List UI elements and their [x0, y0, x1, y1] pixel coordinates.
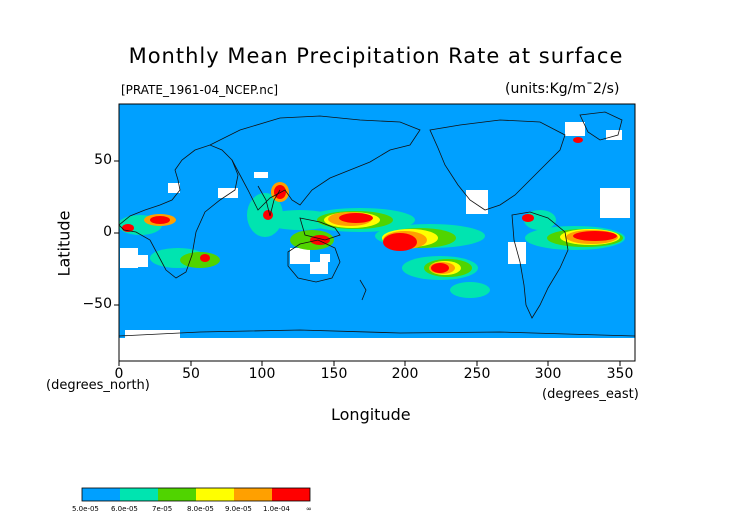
ytick-label: 50 — [94, 152, 112, 168]
colorbar-swatch-1 — [82, 488, 120, 501]
xtick-label: 350 — [606, 366, 634, 382]
colorbar-label: ∞ — [306, 505, 312, 513]
xtick-label: 200 — [391, 366, 419, 382]
xtick-label: 300 — [534, 366, 562, 382]
precip-field — [119, 111, 635, 361]
colorbar-label: 8.0e-05 — [187, 505, 214, 513]
colorbar-label: 9.0e-05 — [225, 505, 252, 513]
xtick-label: 250 — [463, 366, 491, 382]
precip-level-6 — [122, 137, 617, 273]
colorbar-swatch-4 — [196, 488, 234, 501]
colorbar-swatch-2 — [120, 488, 158, 501]
plot-title: Monthly Mean Precipitation Rate at surfa… — [128, 44, 624, 68]
x-units-right: (degrees_east) — [542, 387, 639, 402]
colorbar — [81, 487, 311, 502]
x-units-left: (degrees_north) — [46, 378, 150, 393]
ytick-label: 0 — [103, 224, 112, 240]
units-label: (units:Kg/m¯2/s) — [505, 81, 620, 97]
x-axis-label: Longitude — [331, 405, 411, 424]
colorbar-swatch-3 — [158, 488, 196, 501]
source-file-label: [PRATE_1961-04_NCEP.nc] — [121, 83, 279, 97]
xtick-label: 50 — [182, 366, 200, 382]
xtick-label: 0 — [114, 366, 124, 382]
colorbar-swatch-5 — [234, 488, 272, 501]
xtick-label: 100 — [248, 366, 276, 382]
colorbar-label: 5.0e-05 — [72, 505, 99, 513]
missing-data-patches — [119, 122, 635, 361]
colorbar-label: 1.0e-04 — [263, 505, 290, 513]
coastlines — [119, 111, 635, 337]
colorbar-label: 7e-05 — [152, 505, 173, 513]
ytick-label: −50 — [82, 296, 112, 312]
colorbar-swatch-6 — [272, 488, 310, 501]
y-axis-label: Latitude — [54, 210, 74, 277]
xtick-label: 150 — [320, 366, 348, 382]
tick-marks — [114, 160, 621, 366]
colorbar-label: 6.0e-05 — [111, 505, 138, 513]
